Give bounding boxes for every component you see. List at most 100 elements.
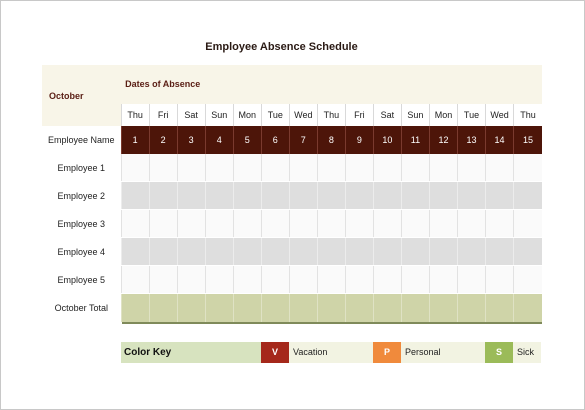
date-number-header: 8 <box>316 126 346 154</box>
absence-day-cell[interactable] <box>232 154 262 182</box>
absence-day-cell[interactable] <box>204 181 234 210</box>
absence-day-cell[interactable] <box>372 181 402 210</box>
absence-day-cell[interactable] <box>372 265 402 294</box>
absence-day-cell[interactable] <box>344 209 374 238</box>
absence-day-cell[interactable] <box>428 265 458 294</box>
absence-day-cell[interactable] <box>513 237 542 266</box>
absence-day-cell[interactable] <box>176 154 206 182</box>
absence-day-cell[interactable] <box>485 154 514 182</box>
absence-day-cell[interactable] <box>232 237 262 266</box>
absence-day-cell[interactable] <box>204 237 234 266</box>
absence-day-cell[interactable] <box>232 209 262 238</box>
absence-day-cell[interactable] <box>176 181 206 210</box>
absence-day-cell[interactable] <box>176 237 206 266</box>
absence-day-cell[interactable] <box>176 209 206 238</box>
absence-day-cell[interactable] <box>232 265 262 294</box>
absence-day-cell[interactable] <box>513 209 542 238</box>
employee-row: Employee 2 <box>42 181 542 210</box>
personal-swatch: P <box>373 342 401 363</box>
employee-name: Employee 4 <box>42 237 122 266</box>
total-cell <box>260 293 290 324</box>
absence-day-cell[interactable] <box>260 209 290 238</box>
day-of-week-header: Fri <box>344 103 374 126</box>
absence-day-cell[interactable] <box>148 209 178 238</box>
absence-day-cell[interactable] <box>428 154 458 182</box>
absence-day-cell[interactable] <box>400 265 430 294</box>
absence-day-cell[interactable] <box>204 265 234 294</box>
absence-day-cell[interactable] <box>260 181 290 210</box>
absence-day-cell[interactable] <box>456 265 486 294</box>
date-number-header: 3 <box>176 126 206 154</box>
absence-day-cell[interactable] <box>260 154 290 182</box>
absence-day-cell[interactable] <box>400 237 430 266</box>
date-number-header: 13 <box>456 126 486 154</box>
day-of-week-header: Sun <box>400 103 430 126</box>
day-of-week-header: Thu <box>316 103 346 126</box>
absence-day-cell[interactable] <box>344 154 374 182</box>
day-of-week-header: Wed <box>288 103 318 126</box>
absence-day-cell[interactable] <box>400 209 430 238</box>
total-cell <box>513 293 542 324</box>
absence-day-cell[interactable] <box>316 181 346 210</box>
absence-day-cell[interactable] <box>120 265 150 294</box>
absence-day-cell[interactable] <box>288 265 318 294</box>
absence-day-cell[interactable] <box>288 154 318 182</box>
absence-day-cell[interactable] <box>456 209 486 238</box>
absence-day-cell[interactable] <box>400 181 430 210</box>
sick-label: Sick <box>517 347 535 357</box>
absence-day-cell[interactable] <box>120 237 150 266</box>
employee-name: Employee 2 <box>42 181 122 210</box>
absence-day-cell[interactable] <box>400 154 430 182</box>
absence-day-cell[interactable] <box>260 265 290 294</box>
absence-day-cell[interactable] <box>372 237 402 266</box>
absence-day-cell[interactable] <box>428 209 458 238</box>
absence-day-cell[interactable] <box>485 265 514 294</box>
absence-day-cell[interactable] <box>148 181 178 210</box>
day-of-week-header: Fri <box>148 103 178 126</box>
absence-day-cell[interactable] <box>288 209 318 238</box>
day-of-week-header: Sun <box>204 103 234 126</box>
absence-day-cell[interactable] <box>428 237 458 266</box>
absence-day-cell[interactable] <box>148 237 178 266</box>
absence-day-cell[interactable] <box>120 181 150 210</box>
absence-day-cell[interactable] <box>456 237 486 266</box>
absence-day-cell[interactable] <box>120 209 150 238</box>
day-of-week-header: Mon <box>428 103 458 126</box>
date-number-header: 14 <box>485 126 514 154</box>
absence-day-cell[interactable] <box>344 265 374 294</box>
absence-day-cell[interactable] <box>316 154 346 182</box>
absence-day-cell[interactable] <box>176 265 206 294</box>
absence-day-cell[interactable] <box>485 181 514 210</box>
absence-day-cell[interactable] <box>485 209 514 238</box>
absence-day-cell[interactable] <box>344 181 374 210</box>
absence-day-cell[interactable] <box>204 154 234 182</box>
absence-day-cell[interactable] <box>344 237 374 266</box>
absence-day-cell[interactable] <box>513 265 542 294</box>
absence-day-cell[interactable] <box>372 154 402 182</box>
dates-of-absence-header: Dates of Absence <box>121 65 542 104</box>
absence-day-cell[interactable] <box>316 237 346 266</box>
absence-day-cell[interactable] <box>513 181 542 210</box>
absence-day-cell[interactable] <box>513 154 542 182</box>
absence-day-cell[interactable] <box>204 209 234 238</box>
absence-day-cell[interactable] <box>232 181 262 210</box>
date-number-header: 5 <box>232 126 262 154</box>
employee-row: Employee 4 <box>42 237 542 266</box>
absence-day-cell[interactable] <box>485 237 514 266</box>
absence-day-cell[interactable] <box>428 181 458 210</box>
absence-day-cell[interactable] <box>260 237 290 266</box>
absence-day-cell[interactable] <box>456 181 486 210</box>
absence-day-cell[interactable] <box>288 237 318 266</box>
date-number-header: 2 <box>148 126 178 154</box>
absence-day-cell[interactable] <box>120 154 150 182</box>
sick-swatch: S <box>485 342 513 363</box>
absence-day-cell[interactable] <box>456 154 486 182</box>
absence-day-cell[interactable] <box>316 209 346 238</box>
absence-day-cell[interactable] <box>288 181 318 210</box>
absence-day-cell[interactable] <box>372 209 402 238</box>
absence-day-cell[interactable] <box>148 265 178 294</box>
absence-day-cell[interactable] <box>316 265 346 294</box>
employee-row: Employee 3 <box>42 209 542 238</box>
absence-day-cell[interactable] <box>148 154 178 182</box>
color-key: Color Key V Vacation P Personal S Sick <box>121 342 541 363</box>
